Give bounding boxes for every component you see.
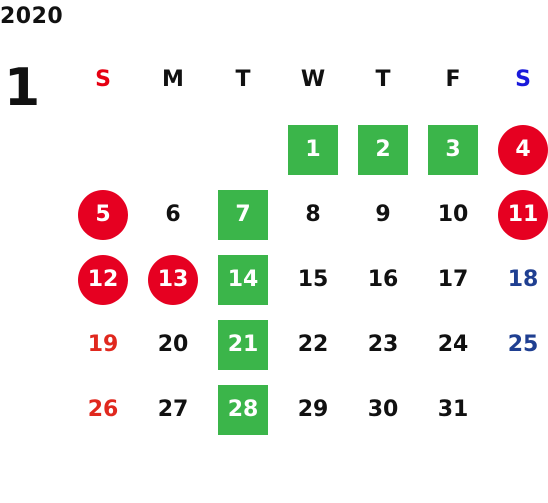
calendar-day[interactable]: 6: [165, 202, 181, 227]
calendar-day[interactable]: 29: [297, 397, 329, 422]
calendar-day[interactable]: 4: [498, 125, 548, 175]
calendar-day[interactable]: 18: [507, 267, 539, 292]
calendar-day[interactable]: 13: [148, 255, 198, 305]
calendar-day[interactable]: 3: [428, 125, 478, 175]
weekday-header: T: [235, 67, 251, 92]
calendar-day[interactable]: 31: [437, 397, 469, 422]
weekday-header: S: [95, 67, 111, 92]
calendar-day[interactable]: 7: [218, 190, 268, 240]
calendar-day[interactable]: 23: [367, 332, 399, 357]
calendar-day[interactable]: 12: [78, 255, 128, 305]
weekday-header: S: [515, 67, 531, 92]
calendar-day[interactable]: 15: [297, 267, 329, 292]
calendar-day[interactable]: 9: [375, 202, 391, 227]
weekday-header: M: [162, 67, 184, 92]
weekday-header: T: [375, 67, 391, 92]
calendar-day[interactable]: 10: [437, 202, 469, 227]
calendar-day[interactable]: 17: [437, 267, 469, 292]
calendar-year: 2020: [0, 4, 64, 29]
calendar-day[interactable]: 8: [305, 202, 321, 227]
calendar-day[interactable]: 25: [507, 332, 539, 357]
calendar-day[interactable]: 2: [358, 125, 408, 175]
calendar-day[interactable]: 5: [78, 190, 128, 240]
calendar-day[interactable]: 21: [218, 320, 268, 370]
calendar-day[interactable]: 19: [87, 332, 119, 357]
calendar-day[interactable]: 28: [218, 385, 268, 435]
calendar-day[interactable]: 14: [218, 255, 268, 305]
calendar-day[interactable]: 27: [157, 397, 189, 422]
calendar-day[interactable]: 11: [498, 190, 548, 240]
calendar-day[interactable]: 24: [437, 332, 469, 357]
calendar-day[interactable]: 30: [367, 397, 399, 422]
weekday-header: W: [300, 67, 326, 92]
calendar-day[interactable]: 16: [367, 267, 399, 292]
calendar-day[interactable]: 26: [87, 397, 119, 422]
calendar-day[interactable]: 1: [288, 125, 338, 175]
weekday-header: F: [445, 67, 461, 92]
calendar-month-number: 1: [4, 58, 41, 118]
calendar-day[interactable]: 22: [297, 332, 329, 357]
calendar-day[interactable]: 20: [157, 332, 189, 357]
